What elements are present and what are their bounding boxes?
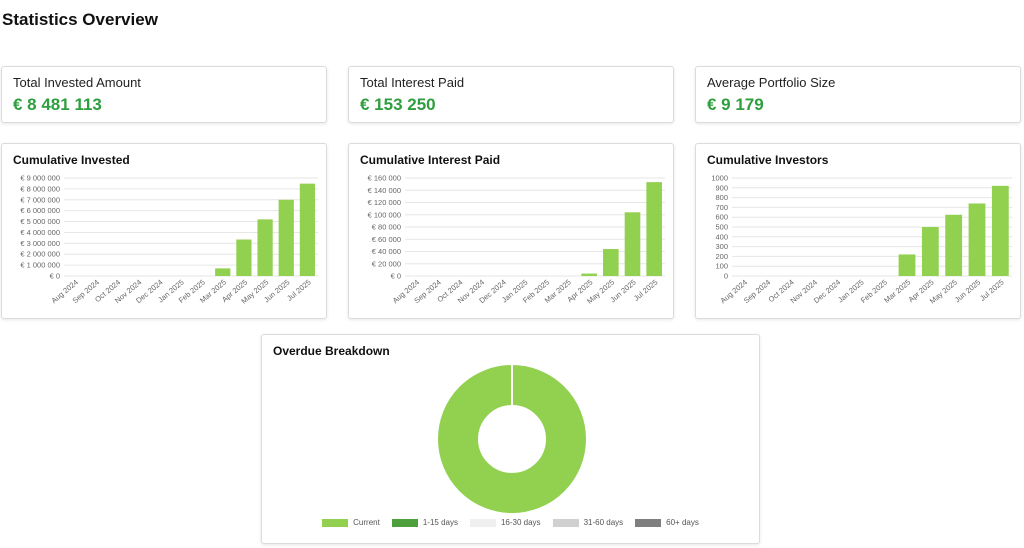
bar (945, 214, 963, 276)
y-tick-label: € 0 (50, 272, 60, 281)
y-tick-label: € 40 000 (372, 247, 401, 256)
legend-swatch (391, 518, 418, 527)
stat-label: Total Invested Amount (13, 75, 141, 90)
x-tick-label: Jul 2025 (978, 278, 1006, 303)
y-tick-label: € 3 000 000 (20, 239, 60, 248)
y-tick-label: € 5 000 000 (20, 217, 60, 226)
chart-card-cumulative-invested: Cumulative Invested € 0 € 1 000 000 € 2 00… (1, 143, 327, 319)
donut-chart-overdue (438, 365, 586, 513)
bar (968, 203, 986, 276)
bar (581, 273, 597, 276)
chart-card-cumulative-interest: Cumulative Interest Paid € 0 € 20 000 € 40… (348, 143, 674, 319)
bar (898, 254, 916, 276)
y-tick-label: 600 (715, 213, 728, 222)
y-tick-label: 400 (715, 232, 728, 241)
legend-label: 60+ days (666, 518, 699, 527)
y-tick-label: 200 (715, 252, 728, 261)
y-tick-label: € 6 000 000 (20, 206, 60, 215)
y-tick-label: 300 (715, 242, 728, 251)
legend-item-60-plus-days[interactable]: 60+ days (635, 518, 699, 527)
bar (624, 212, 641, 276)
bar (646, 182, 662, 276)
bar (603, 249, 619, 276)
y-tick-label: 900 (715, 183, 728, 192)
legend-swatch (322, 518, 349, 527)
y-tick-label: € 60 000 (372, 235, 401, 244)
bar (257, 219, 273, 276)
y-tick-label: € 1 000 000 (20, 261, 60, 270)
chart-title: Cumulative Investors (707, 153, 829, 167)
legend-label: Current (353, 518, 380, 527)
y-tick-label: 500 (715, 223, 728, 232)
y-tick-label: 1000 (711, 174, 728, 183)
chart-card-cumulative-investors: Cumulative Investors 0 100 200 300 400 500 600… (695, 143, 1021, 319)
y-tick-label: € 4 000 000 (20, 228, 60, 237)
y-tick-label: 700 (715, 203, 728, 212)
bar (991, 185, 1009, 276)
legend-label: 16-30 days (500, 518, 541, 527)
stat-card-total-invested: Total Invested Amount € 8 481 113 (1, 66, 327, 123)
y-tick-label: € 9 000 000 (20, 174, 60, 183)
legend-swatch (552, 518, 579, 527)
y-tick-label: € 140 000 (368, 186, 401, 195)
x-tick-label: Jun 2025 (953, 278, 982, 305)
bar (921, 227, 939, 276)
y-tick-label: € 80 000 (372, 223, 401, 232)
legend-item-31-60-days[interactable]: 31-60 days (552, 518, 624, 527)
x-tick-label: Jul 2025 (632, 278, 660, 303)
y-tick-label: € 20 000 (372, 259, 401, 268)
bar (236, 239, 252, 276)
x-tick-label: Mar 2025 (882, 278, 912, 305)
y-tick-label: € 0 (391, 272, 401, 281)
legend-label: 1-15 days (422, 518, 458, 527)
chart-legend: Current 1-15 days 16-30 days 31-60 days … (262, 518, 759, 527)
chart-title: Cumulative Invested (13, 153, 130, 167)
stat-label: Average Portfolio Size (707, 75, 836, 90)
y-tick-label: € 8 000 000 (20, 184, 60, 193)
chart-card-overdue-breakdown: Overdue Breakdown Current 1-15 days 16-3… (261, 334, 760, 544)
y-tick-label: 0 (724, 272, 728, 281)
bar (215, 268, 231, 276)
y-tick-label: € 100 000 (368, 210, 401, 219)
x-tick-label: Jul 2025 (285, 278, 313, 303)
y-tick-label: 800 (715, 193, 728, 202)
legend-item-1-15-days[interactable]: 1-15 days (391, 518, 458, 527)
legend-item-current[interactable]: Current (322, 518, 380, 527)
chart-title: Overdue Breakdown (273, 344, 390, 358)
y-tick-label: 100 (715, 262, 728, 271)
y-tick-label: € 120 000 (368, 198, 401, 207)
stat-label: Total Interest Paid (360, 75, 465, 90)
legend-swatch (635, 518, 662, 527)
stat-value: € 8 481 113 (13, 95, 102, 114)
stat-card-average-portfolio: Average Portfolio Size € 9 179 (695, 66, 1021, 123)
y-tick-label: € 160 000 (368, 174, 401, 183)
legend-swatch (469, 518, 496, 527)
bar (278, 199, 294, 276)
bar-chart-cumulative-invested: € 0 € 1 000 000 € 2 000 000 € 3 000 000 € 4 … (20, 174, 318, 306)
stat-value: € 153 250 (360, 95, 436, 114)
bar-chart-cumulative-interest: € 0 € 20 000 € 40 000 € 60 000 € 80 000 € 100… (368, 174, 665, 306)
legend-label: 31-60 days (583, 518, 624, 527)
chart-title: Cumulative Interest Paid (360, 153, 501, 167)
legend-item-16-30-days[interactable]: 16-30 days (469, 518, 541, 527)
stat-card-total-interest: Total Interest Paid € 153 250 (348, 66, 674, 123)
bar (299, 183, 316, 276)
stat-value: € 9 179 (707, 95, 764, 114)
page-title: Statistics Overview (2, 10, 158, 29)
y-tick-label: € 7 000 000 (20, 195, 60, 204)
y-tick-label: € 2 000 000 (20, 250, 60, 259)
